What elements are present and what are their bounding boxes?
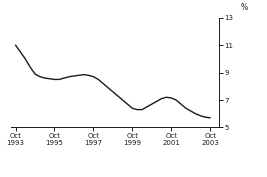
Text: %: % xyxy=(240,3,248,12)
